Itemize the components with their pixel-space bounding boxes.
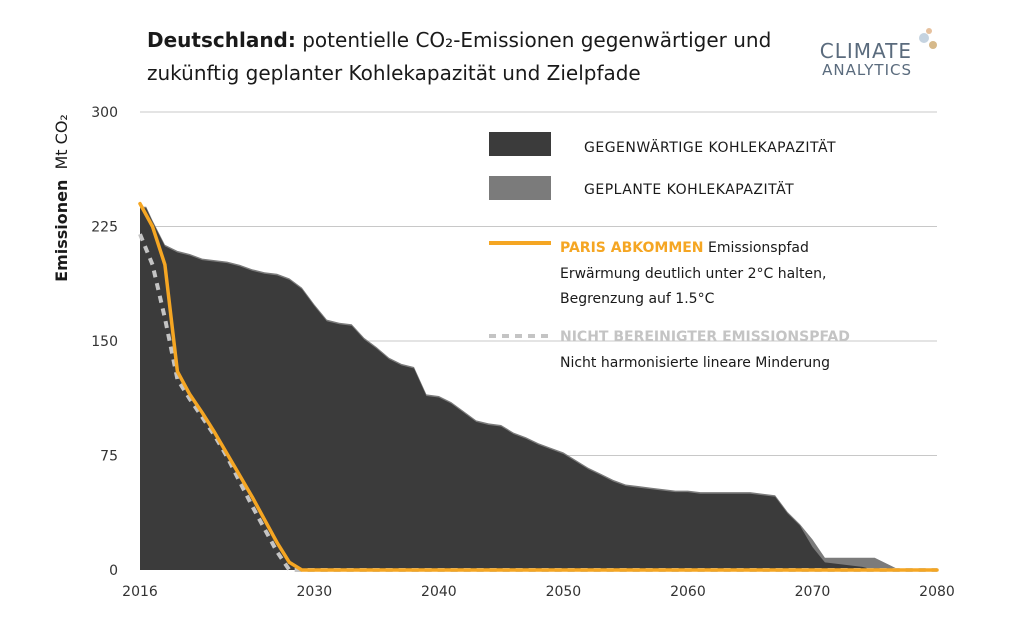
chart-title-rest: potentielle CO₂-Emissionen gegenwärtiger…: [302, 28, 771, 52]
x-tick-label: 2030: [297, 584, 333, 600]
chart-title-bold: Deutschland:: [147, 28, 296, 52]
legend-label-unadjusted-pathway: NICHT BEREINIGTER EMISSIONSPFAD: [560, 329, 850, 345]
paris-pathway-line: [138, 201, 939, 572]
y-tick-label: 225: [91, 220, 118, 236]
x-tick-label: 2050: [546, 584, 582, 600]
y-axis-label-unit: Mt CO₂: [52, 114, 71, 169]
logo-text-line2: ANALYTICS: [822, 61, 912, 79]
legend-label-paris-pathway-suffix: Emissionspfad: [704, 240, 809, 256]
x-tick-label: 2060: [670, 584, 706, 600]
tick-layer: 0 75 150 225 300 2016 2030 2040 2050 2060 2070 2080: [91, 105, 955, 600]
logo-dot-icon: [919, 33, 929, 43]
legend-label-current-capacity: GEGENWÄRTIGE KOHLEKAPAZITÄT: [584, 138, 836, 156]
legend-swatch-current-capacity: [489, 132, 551, 156]
y-tick-label: 0: [109, 563, 118, 579]
logo-dot-icon: [929, 41, 937, 49]
y-axis-label-bold: Emissionen: [52, 180, 71, 282]
x-tick-label: 2070: [795, 584, 831, 600]
logo-dot-icon: [926, 28, 932, 34]
x-tick-label: 2040: [421, 584, 457, 600]
current-capacity-area: [140, 208, 937, 570]
logo-text-line1: CLIMATE: [820, 39, 912, 63]
series-layer: [138, 201, 939, 572]
y-tick-label: 75: [100, 449, 118, 465]
x-tick-label: 2080: [919, 584, 955, 600]
chart-title-line1: Deutschland: potentielle CO₂-Emissionen …: [147, 28, 771, 52]
chart-title-line2: zukünftig geplanter Kohlekapazität und Z…: [147, 61, 641, 85]
legend-label-planned-capacity: GEPLANTE KOHLEKAPAZITÄT: [584, 180, 794, 198]
y-tick-label: 150: [91, 334, 118, 350]
legend-swatch-planned-capacity: [489, 176, 551, 200]
legend-description-paris-pathway: Erwärmung deutlich unter 2°C halten,: [560, 266, 826, 282]
legend-label-paris-pathway: PARIS ABKOMMEN: [560, 240, 704, 256]
y-tick-label: 300: [91, 105, 118, 121]
y-axis-label: Emissionen Mt CO₂: [52, 114, 71, 282]
legend-description-paris-pathway: Begrenzung auf 1.5°C: [560, 291, 715, 307]
legend: GEGENWÄRTIGE KOHLEKAPAZITÄT GEPLANTE KOHL…: [489, 132, 850, 371]
x-tick-label: 2016: [122, 584, 158, 600]
climate-analytics-logo: CLIMATE ANALYTICS: [820, 28, 937, 79]
legend-description-unadjusted-pathway: Nicht harmonisierte lineare Minderung: [560, 355, 830, 371]
legend-text-paris-pathway: PARIS ABKOMMEN Emissionspfad: [560, 240, 809, 256]
